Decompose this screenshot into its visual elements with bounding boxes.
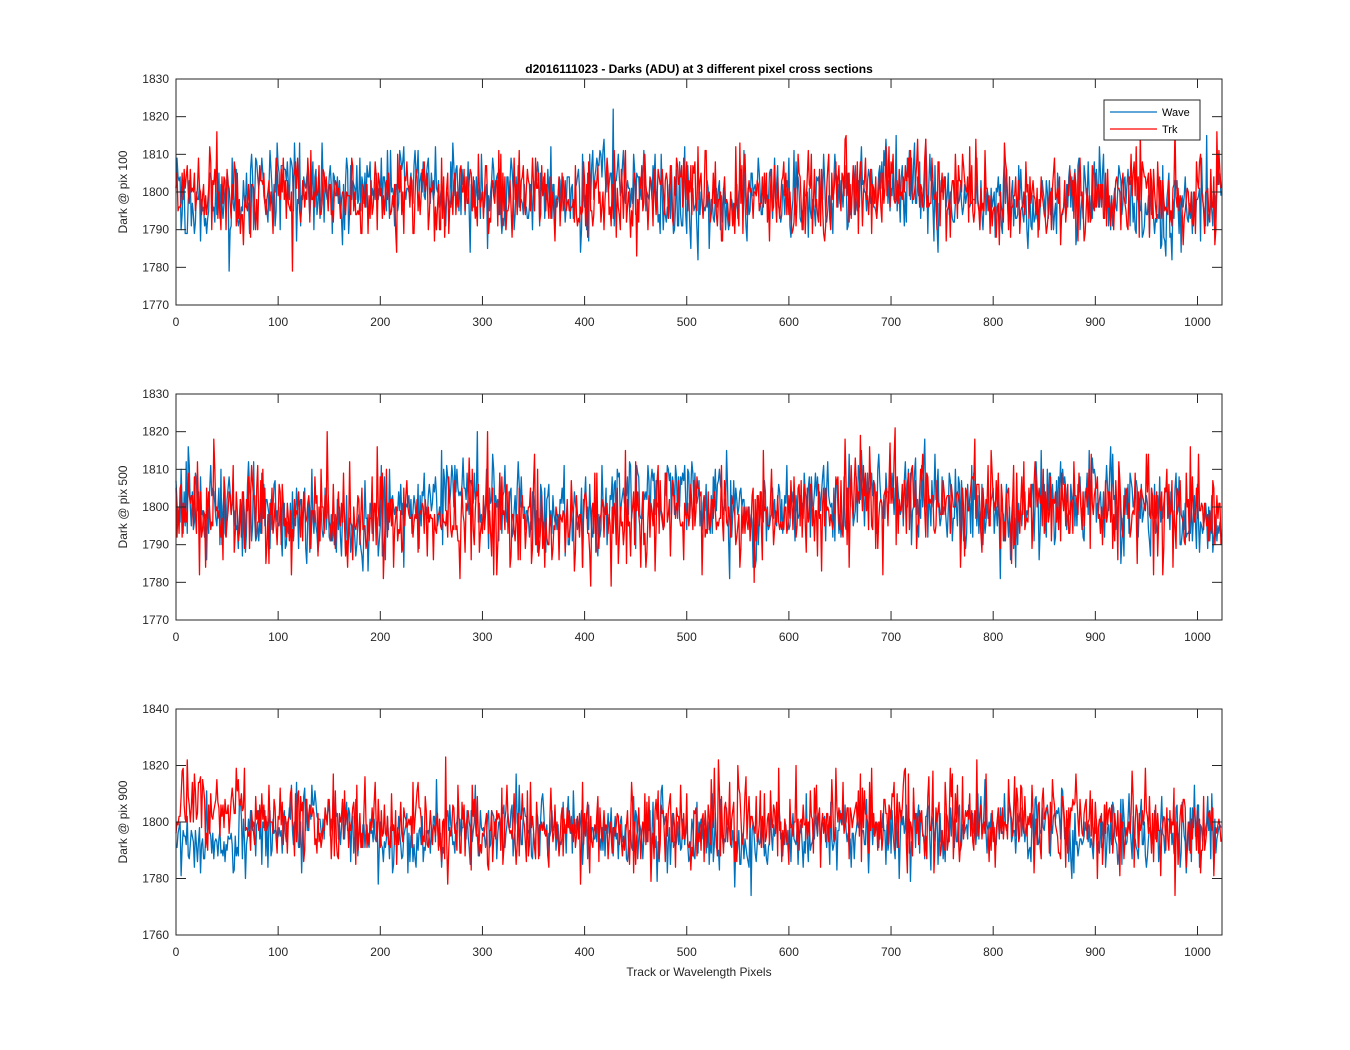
x-axis-label: Track or Wavelength Pixels — [626, 965, 771, 979]
x-tick-label: 900 — [1085, 945, 1105, 959]
series-line-trk — [175, 756, 1222, 897]
x-tick-label: 300 — [472, 945, 492, 959]
x-tick-label: 200 — [370, 945, 390, 959]
x-tick-label: 600 — [779, 945, 799, 959]
y-tick-label: 1820 — [142, 759, 169, 773]
y-tick-label: 1760 — [142, 928, 169, 942]
figure-title: d2016111023 - Darks (ADU) at 3 different… — [525, 62, 873, 76]
y-tick-label: 1780 — [142, 872, 169, 886]
y-axis-label: Dark @ pix 500 — [116, 465, 130, 548]
y-tick-label: 1780 — [142, 575, 169, 589]
y-tick-label: 1800 — [142, 815, 169, 829]
x-tick-label: 600 — [779, 315, 799, 329]
x-tick-label: 800 — [983, 945, 1003, 959]
y-tick-label: 1780 — [142, 260, 169, 274]
x-tick-label: 200 — [370, 630, 390, 644]
x-tick-label: 100 — [268, 945, 288, 959]
legend-box — [1103, 99, 1201, 141]
panel-pix-100: 0 100 200 300 400 500 600 700 800 900 1000 1770 1780… — [116, 72, 1223, 329]
series-line-trk — [175, 427, 1222, 587]
x-tick-label: 1000 — [1184, 630, 1211, 644]
y-tick-label: 1820 — [142, 425, 169, 439]
x-tick-label: 900 — [1085, 630, 1105, 644]
legend[interactable]: Wave Trk — [1103, 99, 1201, 141]
y-axis-label: Dark @ pix 100 — [116, 150, 130, 233]
x-tick-label: 0 — [173, 630, 180, 644]
x-tick-label: 0 — [173, 945, 180, 959]
y-tick-label: 1790 — [142, 538, 169, 552]
y-tick-label: 1830 — [142, 72, 169, 86]
x-tick-label: 500 — [677, 945, 697, 959]
y-tick-label: 1800 — [142, 500, 169, 514]
x-tick-label: 400 — [575, 945, 595, 959]
y-tick-label: 1840 — [142, 702, 169, 716]
x-tick-label: 100 — [268, 315, 288, 329]
x-tick-label: 800 — [983, 315, 1003, 329]
panel-pix-500: 0 100 200 300 400 500 600 700 800 900 1000 1770 1780… — [116, 387, 1223, 644]
y-tick-label: 1800 — [142, 185, 169, 199]
x-tick-label: 400 — [575, 315, 595, 329]
x-tick-label: 1000 — [1184, 945, 1211, 959]
x-tick-label: 200 — [370, 315, 390, 329]
x-tick-label: 1000 — [1184, 315, 1211, 329]
y-axis-label: Dark @ pix 900 — [116, 780, 130, 863]
panel-pix-900: 0 100 200 300 400 500 600 700 800 900 1000 1760 1780… — [116, 702, 1223, 959]
x-tick-label: 300 — [472, 315, 492, 329]
series-line-wave — [175, 108, 1222, 272]
legend-label-wave: Wave — [1162, 107, 1190, 119]
x-tick-label: 400 — [575, 630, 595, 644]
x-tick-label: 500 — [677, 315, 697, 329]
x-tick-label: 500 — [677, 630, 697, 644]
y-tick-label: 1770 — [142, 298, 169, 312]
x-tick-label: 700 — [881, 630, 901, 644]
x-tick-label: 600 — [779, 630, 799, 644]
y-tick-label: 1810 — [142, 147, 169, 161]
x-tick-label: 100 — [268, 630, 288, 644]
x-tick-label: 800 — [983, 630, 1003, 644]
y-tick-label: 1820 — [142, 110, 169, 124]
y-tick-label: 1790 — [142, 223, 169, 237]
legend-label-trk: Trk — [1162, 124, 1178, 136]
y-tick-label: 1830 — [142, 387, 169, 401]
x-tick-label: 700 — [881, 315, 901, 329]
x-tick-label: 0 — [173, 315, 180, 329]
x-tick-label: 900 — [1085, 315, 1105, 329]
y-tick-label: 1810 — [142, 462, 169, 476]
x-tick-label: 700 — [881, 945, 901, 959]
x-tick-label: 300 — [472, 630, 492, 644]
series-line-trk — [175, 127, 1222, 272]
y-tick-label: 1770 — [142, 613, 169, 627]
